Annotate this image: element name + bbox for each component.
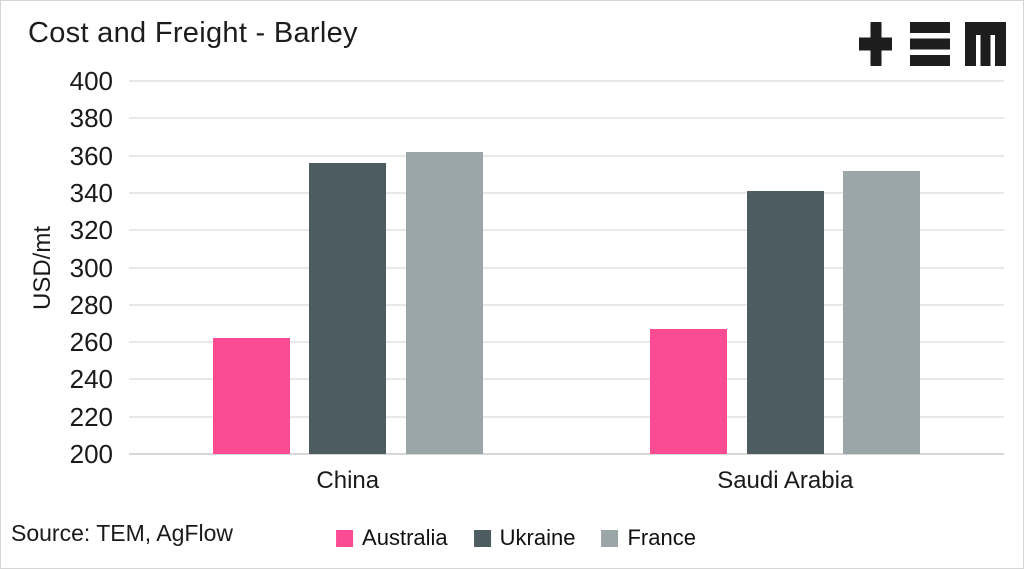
gridline-260 [129,341,1004,344]
bar-ukraine-china [309,163,387,454]
gridline-320 [129,229,1004,232]
gridline-240 [129,378,1004,381]
y-tick-label-240: 240 [69,364,113,395]
logo-bar-middle [910,38,950,50]
gridline-360 [129,154,1004,157]
gridline-280 [129,303,1004,306]
tem-logo-icon [859,22,1006,66]
legend-label-ukraine: Ukraine [499,525,576,550]
legend-label-australia: Australia [362,525,448,550]
y-tick-label-260: 260 [69,327,113,358]
source-note: Source: TEM, AgFlow [11,520,233,546]
bar-france-saudi-arabia [843,170,921,454]
gridline-220 [129,415,1004,418]
y-tick-label-360: 360 [69,140,113,171]
plot-area [129,80,1004,455]
legend-item-australia: Australia [336,525,448,551]
y-tick-label-320: 320 [69,215,113,246]
y-tick-label-400: 400 [69,66,113,96]
y-tick-label-200: 200 [69,439,113,469]
gridline-200 [129,453,1004,455]
y-tick-label-340: 340 [69,177,113,208]
bar-france-china [405,151,483,454]
logo-bar-bottom [910,55,950,66]
legend-swatch-france [601,529,619,547]
logo-m [965,22,1006,66]
logo-bar-top [910,22,950,33]
legend-item-ukraine: Ukraine [473,525,576,551]
y-tick-label-220: 220 [69,401,113,432]
legend-swatch-australia [336,529,354,547]
y-tick-label-380: 380 [69,103,113,134]
x-category-label-saudi-arabia: Saudi Arabia [717,467,854,494]
gridline-300 [129,266,1004,269]
legend-label-france: France [627,525,696,550]
y-tick-label-280: 280 [69,289,113,320]
bar-australia-china [212,338,290,454]
x-category-label-china: China [316,467,380,494]
gridline-380 [129,117,1004,120]
bar-australia-saudi-arabia [650,329,728,454]
chart-title: Cost and Freight - Barley [28,17,358,49]
logo-plus-horizontal [859,37,892,51]
legend-item-france: France [601,525,696,551]
bar-ukraine-saudi-arabia [746,191,824,454]
gridline-400 [129,80,1004,82]
gridline-340 [129,191,1004,194]
legend-swatch-ukraine [473,529,491,547]
legend: Australia Ukraine France [336,525,696,551]
y-tick-label-300: 300 [69,252,113,283]
